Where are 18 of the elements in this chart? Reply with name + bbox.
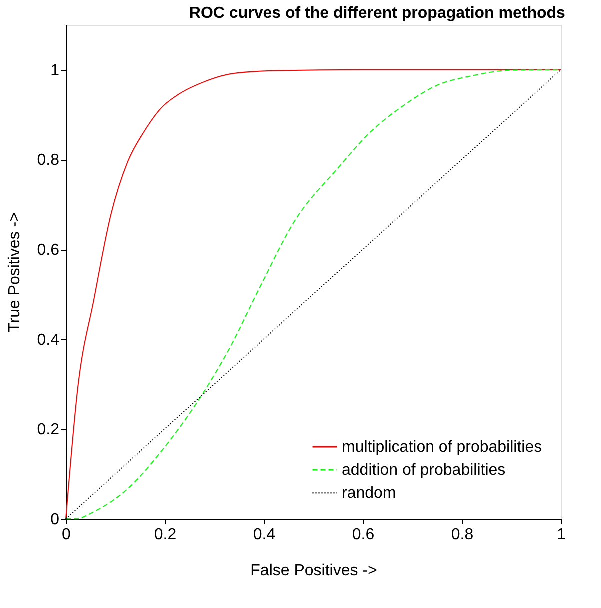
y-tick-label: 0.2	[37, 422, 60, 439]
x-tick-label: 0.2	[154, 526, 177, 544]
y-tick-label: 0.6	[37, 242, 60, 260]
chart-title: ROC curves of the different propagation methods	[189, 5, 566, 22]
y-tick-label: 0.8	[37, 152, 60, 170]
x-axis-title: False Positives ->	[250, 562, 378, 580]
legend-label: random	[342, 485, 396, 502]
legend-label: multiplication of probabilities	[342, 439, 542, 456]
legend-label: addition of probabilities	[342, 462, 506, 479]
x-tick-label: 0.4	[253, 526, 276, 544]
x-tick-label: 0	[62, 526, 72, 544]
x-tick-label: 0.6	[352, 526, 375, 544]
y-axis-title: True Positives ->	[6, 212, 24, 332]
x-tick-label: 0.8	[451, 526, 474, 544]
x-tick-label: 1	[557, 526, 566, 544]
y-tick-label: 1	[50, 62, 60, 80]
y-tick-label: 0	[50, 512, 60, 528]
y-tick-label: 0.4	[37, 332, 60, 349]
